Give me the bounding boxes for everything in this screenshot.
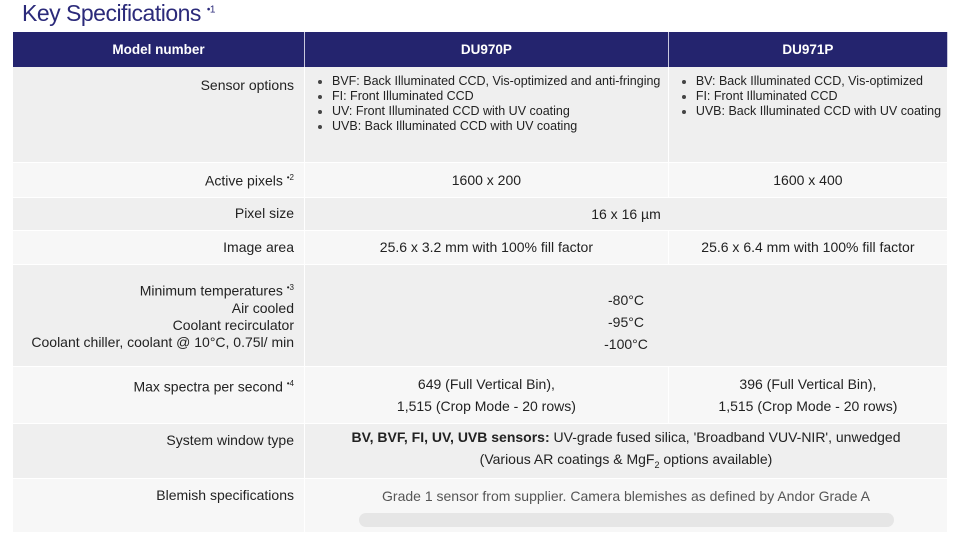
label-temp: Minimum temperatures •3 Air cooled Coolant… bbox=[13, 264, 305, 367]
header-row: Model number DU970P DU971P bbox=[13, 32, 949, 67]
row-spectra: Max spectra per second •4 649 (Full Vert… bbox=[13, 366, 949, 424]
du971p-image: 25.6 x 6.4 mm with 100% fill factor bbox=[668, 230, 949, 265]
label-spectra: Max spectra per second •4 bbox=[13, 366, 305, 424]
temp-value: -100°C bbox=[604, 335, 648, 352]
list-item: UV: Front Illuminated CCD with UV coatin… bbox=[332, 104, 667, 119]
temp-values: -80°C -95°C -100°C bbox=[304, 264, 948, 367]
row-active: Active pixels •2 1600 x 200 1600 x 400 bbox=[13, 162, 949, 198]
header-model: Model number bbox=[13, 32, 305, 67]
value-line: 1,515 (Crop Mode - 20 rows) bbox=[718, 397, 898, 414]
label-text: Minimum temperatures bbox=[139, 282, 283, 299]
du970p-spectra: 649 (Full Vertical Bin), 1,515 (Crop Mode… bbox=[304, 366, 669, 424]
text: options available) bbox=[659, 450, 773, 467]
pixel-size-value: 16 x 16 µm bbox=[304, 197, 948, 231]
du971p-active: 1600 x 400 bbox=[668, 162, 949, 198]
label-text: Max spectra per second bbox=[133, 378, 283, 395]
bold-text: BV, BVF, FI, UV, UVB sensors: bbox=[351, 428, 550, 445]
sub-label: Coolant chiller, coolant @ 10°C, 0.75l/ … bbox=[31, 333, 294, 350]
row-temp: Minimum temperatures •3 Air cooled Coolant… bbox=[13, 264, 948, 367]
text: UV-grade fused silica, 'Broadband VUV-NI… bbox=[549, 428, 901, 445]
temp-value: -95°C bbox=[608, 313, 644, 330]
list-item: BV: Back Illuminated CCD, Vis-optimized bbox=[696, 74, 946, 89]
du971p-spectra: 396 (Full Vertical Bin), 1,515 (Crop Mode… bbox=[668, 366, 949, 424]
list-item: UVB: Back Illuminated CCD with UV coatin… bbox=[332, 119, 667, 134]
row-sensor: Sensor options BVF: Back Illuminated CCD… bbox=[13, 67, 949, 163]
label-sensor: Sensor options bbox=[13, 67, 305, 163]
value-line: 1,515 (Crop Mode - 20 rows) bbox=[396, 397, 576, 414]
du971p-sensor: BV: Back Illuminated CCD, Vis-optimizedF… bbox=[668, 67, 949, 163]
blurred-region bbox=[358, 512, 894, 527]
row-window: System window type BV, BVF, FI, UV, UVB … bbox=[13, 423, 948, 479]
label-text: Active pixels bbox=[205, 172, 283, 189]
blemish-value: Grade 1 sensor from supplier. Camera ble… bbox=[304, 478, 948, 533]
spec-table: Model number DU970P DU971P Sensor option… bbox=[13, 32, 949, 533]
row-image: Image area 25.6 x 3.2 mm with 100% fill … bbox=[13, 230, 949, 265]
row-blemish: Blemish specifications Grade 1 sensor fr… bbox=[13, 478, 948, 533]
footnote-ref: •3 bbox=[286, 283, 294, 293]
window-value: BV, BVF, FI, UV, UVB sensors: UV-grade f… bbox=[304, 423, 948, 479]
subscript: 2 bbox=[654, 459, 660, 470]
du970p-sensor: BVF: Back Illuminated CCD, Vis-optimized… bbox=[304, 67, 669, 163]
sub-label: Air cooled bbox=[231, 299, 294, 316]
title-text: Key Specifications bbox=[22, 0, 201, 26]
footnote-ref: •1 bbox=[206, 4, 216, 16]
page-title: Key Specifications •1 bbox=[22, 0, 215, 27]
list-item: FI: Front Illuminated CCD bbox=[332, 89, 667, 104]
row-pixel: Pixel size 16 x 16 µm bbox=[13, 197, 948, 231]
label-active: Active pixels •2 bbox=[13, 162, 305, 198]
list-item: UVB: Back Illuminated CCD with UV coatin… bbox=[696, 104, 946, 119]
label-window: System window type bbox=[13, 423, 305, 479]
sub-label: Coolant recirculator bbox=[172, 316, 294, 333]
footnote-ref: •4 bbox=[286, 378, 294, 388]
text: (Various AR coatings & MgF bbox=[479, 450, 655, 467]
header-du971p: DU971P bbox=[668, 32, 949, 67]
value-line: 649 (Full Vertical Bin), bbox=[417, 375, 555, 392]
text: Grade 1 sensor from supplier. Camera ble… bbox=[382, 487, 870, 504]
value-line: 396 (Full Vertical Bin), bbox=[739, 375, 877, 392]
list-item: BVF: Back Illuminated CCD, Vis-optimized… bbox=[332, 74, 667, 89]
label-blemish: Blemish specifications bbox=[13, 478, 305, 533]
label-pixel: Pixel size bbox=[13, 197, 305, 231]
du970p-image: 25.6 x 3.2 mm with 100% fill factor bbox=[304, 230, 669, 265]
du970p-active: 1600 x 200 bbox=[304, 162, 669, 198]
footnote-ref: •2 bbox=[286, 173, 294, 183]
header-du970p: DU970P bbox=[304, 32, 669, 67]
temp-value: -80°C bbox=[608, 291, 644, 308]
label-image: Image area bbox=[13, 230, 305, 265]
list-item: FI: Front Illuminated CCD bbox=[696, 89, 946, 104]
